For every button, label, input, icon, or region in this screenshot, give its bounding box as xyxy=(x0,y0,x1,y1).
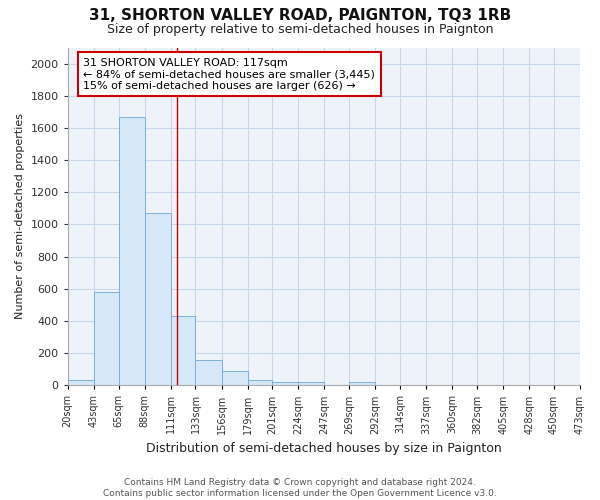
Y-axis label: Number of semi-detached properties: Number of semi-detached properties xyxy=(15,114,25,320)
Text: Size of property relative to semi-detached houses in Paignton: Size of property relative to semi-detach… xyxy=(107,22,493,36)
Bar xyxy=(68,380,94,386)
Text: 31 SHORTON VALLEY ROAD: 117sqm
← 84% of semi-detached houses are smaller (3,445): 31 SHORTON VALLEY ROAD: 117sqm ← 84% of … xyxy=(83,58,375,91)
Bar xyxy=(94,292,119,386)
Bar xyxy=(221,371,248,386)
Bar xyxy=(349,382,376,386)
Bar xyxy=(196,360,221,386)
Bar xyxy=(298,382,325,386)
Bar xyxy=(170,316,196,386)
Bar xyxy=(248,380,272,386)
Text: 31, SHORTON VALLEY ROAD, PAIGNTON, TQ3 1RB: 31, SHORTON VALLEY ROAD, PAIGNTON, TQ3 1… xyxy=(89,8,511,22)
Text: Contains HM Land Registry data © Crown copyright and database right 2024.
Contai: Contains HM Land Registry data © Crown c… xyxy=(103,478,497,498)
Bar xyxy=(119,116,145,386)
Bar xyxy=(272,382,298,386)
X-axis label: Distribution of semi-detached houses by size in Paignton: Distribution of semi-detached houses by … xyxy=(146,442,502,455)
Bar xyxy=(145,213,170,386)
